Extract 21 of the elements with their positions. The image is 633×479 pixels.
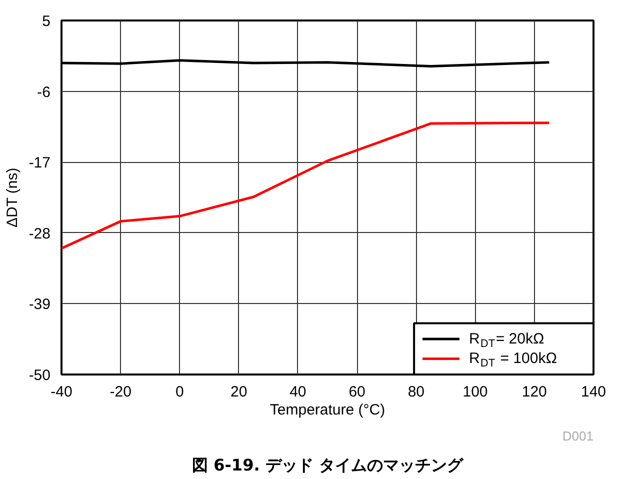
y-tick-label: -17 bbox=[28, 154, 51, 172]
x-tick-label: 100 bbox=[462, 384, 488, 400]
x-axis-title: Temperature (°C) bbox=[270, 402, 386, 418]
y-tick-label: -6 bbox=[37, 84, 51, 101]
x-tick-label: -40 bbox=[50, 384, 72, 400]
x-tick-label: 20 bbox=[230, 384, 248, 400]
y-tick-label: -39 bbox=[28, 296, 51, 314]
x-tick-label: 120 bbox=[522, 384, 547, 400]
x-tick-label: 40 bbox=[290, 384, 306, 400]
x-tick-label: -20 bbox=[110, 384, 132, 400]
text: 図 6-19. デッド タイムのマッチング bbox=[192, 456, 464, 474]
x-tick-label: 140 bbox=[580, 384, 606, 400]
y-tick-label: -28 bbox=[28, 225, 51, 242]
x-tick-label: 80 bbox=[408, 384, 425, 400]
x-tick-label: 0 bbox=[176, 384, 184, 400]
y-axis-title: ΔDT (ns) bbox=[4, 168, 21, 228]
line-series bbox=[62, 122, 550, 250]
text: D001 bbox=[562, 428, 594, 444]
y-tick-label: 5 bbox=[42, 13, 50, 30]
x-tick-label: 60 bbox=[348, 384, 366, 400]
y-tick-label: -50 bbox=[28, 367, 51, 384]
